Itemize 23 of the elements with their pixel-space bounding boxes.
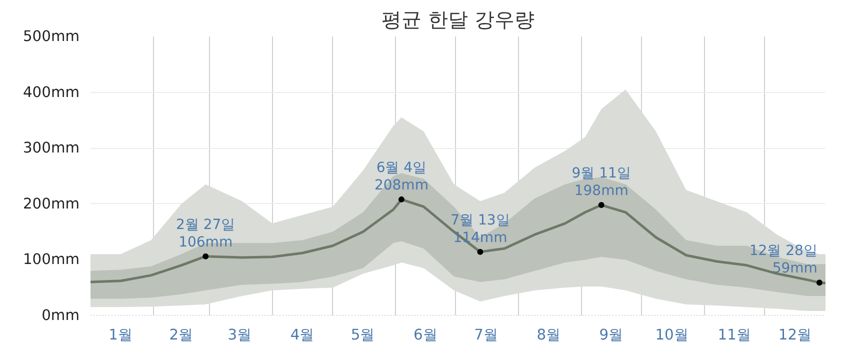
- x-tick-label: 3월: [228, 326, 252, 344]
- x-tick-label: 10월: [655, 326, 689, 344]
- x-tick-label: 5월: [350, 326, 376, 344]
- y-tick-label: 100mm: [22, 251, 80, 268]
- x-tick-label: 1월: [108, 326, 133, 344]
- chart-title: 평균 한달 강우량: [382, 8, 534, 32]
- annotation: 6월 4일 208mm: [374, 160, 428, 194]
- annotation: 9월 11일 198mm: [572, 165, 631, 200]
- y-tick-label: 400mm: [22, 84, 80, 101]
- y-tick-label: 200mm: [22, 195, 80, 212]
- x-tick-label: 11월: [718, 326, 752, 344]
- annotation: 12월 28일 59mm: [749, 242, 818, 277]
- x-tick-label: 2월: [169, 326, 194, 344]
- x-tick-label: 6월: [414, 326, 438, 344]
- x-tick-label: 8월: [536, 326, 562, 344]
- y-tick-label: 0mm: [42, 307, 80, 324]
- annotation: 2월 27일 106mm: [176, 216, 236, 250]
- x-tick-label: 9월: [599, 326, 624, 344]
- x-tick-label: 4월: [290, 326, 315, 344]
- x-tick-label: 7월: [474, 326, 498, 344]
- y-tick-label: 500mm: [22, 28, 80, 45]
- y-tick-label: 300mm: [22, 140, 80, 157]
- x-tick-label: 12월: [778, 326, 812, 344]
